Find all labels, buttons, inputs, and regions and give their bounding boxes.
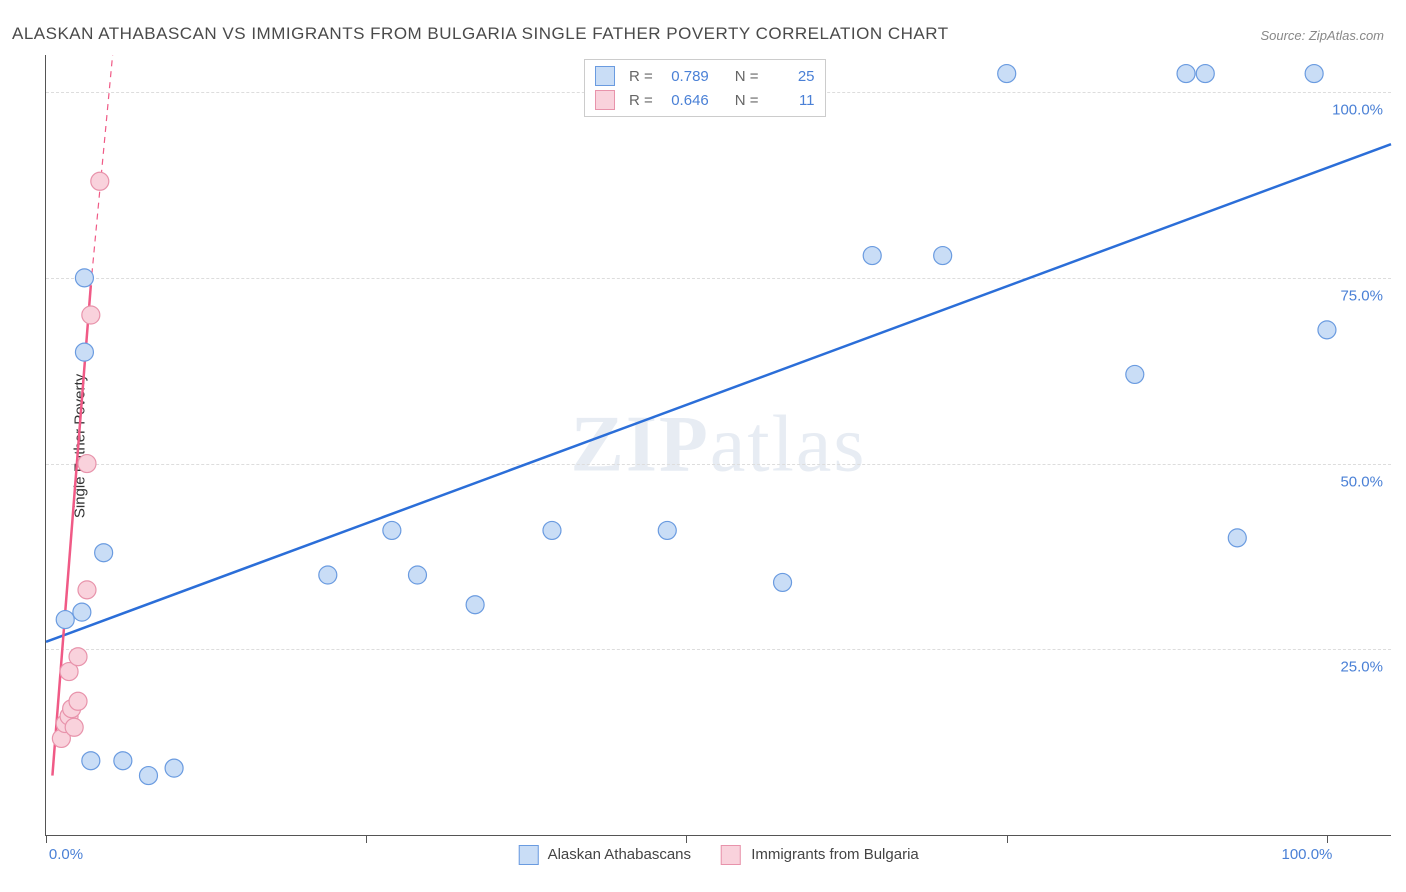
data-point-series1: [95, 544, 113, 562]
data-point-series1: [75, 269, 93, 287]
n-value-series1: 25: [767, 68, 815, 85]
xtick: [1007, 835, 1008, 843]
data-point-series2: [78, 455, 96, 473]
data-point-series1: [998, 65, 1016, 83]
xtick: [1327, 835, 1328, 843]
r-value-series2: 0.646: [661, 92, 709, 109]
correlation-legend: R = 0.789 N = 25 R = 0.646 N = 11: [584, 59, 826, 117]
data-point-series2: [65, 718, 83, 736]
data-point-series2: [69, 648, 87, 666]
r-value-series1: 0.789: [661, 68, 709, 85]
data-point-series1: [165, 759, 183, 777]
data-point-series1: [383, 521, 401, 539]
series2-name: Immigrants from Bulgaria: [751, 846, 919, 863]
data-point-series1: [408, 566, 426, 584]
legend-item-series2: Immigrants from Bulgaria: [721, 845, 919, 865]
xtick: [46, 835, 47, 843]
legend-item-series1: Alaskan Athabascans: [518, 845, 691, 865]
swatch-series2: [595, 90, 615, 110]
data-point-series1: [56, 611, 74, 629]
data-point-series2: [82, 306, 100, 324]
source-label: Source: ZipAtlas.com: [1260, 28, 1384, 43]
data-point-series1: [82, 752, 100, 770]
data-point-series1: [319, 566, 337, 584]
n-label: N =: [735, 92, 759, 109]
data-point-series1: [1305, 65, 1323, 83]
n-value-series2: 11: [767, 92, 815, 109]
xtick-label: 100.0%: [1282, 846, 1333, 863]
data-point-series1: [934, 247, 952, 265]
regression-line-series1: [46, 144, 1391, 642]
data-point-series1: [1126, 365, 1144, 383]
data-point-series1: [75, 343, 93, 361]
data-point-series1: [466, 596, 484, 614]
data-point-series1: [1228, 529, 1246, 547]
plot-area: ZIPatlas 25.0%50.0%75.0%100.0% R = 0.789…: [45, 55, 1391, 836]
data-point-series2: [91, 172, 109, 190]
data-point-series1: [73, 603, 91, 621]
xtick-label: 0.0%: [49, 846, 83, 863]
xtick: [366, 835, 367, 843]
data-point-series2: [69, 692, 87, 710]
data-point-series1: [1177, 65, 1195, 83]
chart-container: ALASKAN ATHABASCAN VS IMMIGRANTS FROM BU…: [0, 0, 1406, 892]
data-point-series1: [1318, 321, 1336, 339]
data-point-series1: [1196, 65, 1214, 83]
n-label: N =: [735, 68, 759, 85]
swatch-series1: [595, 66, 615, 86]
data-point-series1: [139, 767, 157, 785]
data-point-series1: [658, 521, 676, 539]
data-point-series1: [774, 573, 792, 591]
data-point-series1: [543, 521, 561, 539]
chart-title: ALASKAN ATHABASCAN VS IMMIGRANTS FROM BU…: [12, 24, 949, 44]
xtick: [686, 835, 687, 843]
chart-svg: [46, 55, 1391, 835]
data-point-series1: [863, 247, 881, 265]
legend-row-series2: R = 0.646 N = 11: [595, 88, 815, 112]
data-point-series2: [78, 581, 96, 599]
swatch-series2-bottom: [721, 845, 741, 865]
regression-line-series2-extrapolated: [91, 55, 113, 285]
legend-row-series1: R = 0.789 N = 25: [595, 64, 815, 88]
swatch-series1-bottom: [518, 845, 538, 865]
x-axis-legend: Alaskan Athabascans Immigrants from Bulg…: [518, 845, 919, 865]
r-label: R =: [629, 68, 653, 85]
data-point-series1: [114, 752, 132, 770]
series1-name: Alaskan Athabascans: [548, 846, 691, 863]
r-label: R =: [629, 92, 653, 109]
